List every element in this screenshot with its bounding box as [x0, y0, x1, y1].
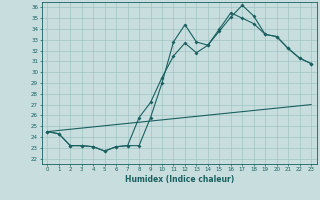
X-axis label: Humidex (Indice chaleur): Humidex (Indice chaleur)	[124, 175, 234, 184]
